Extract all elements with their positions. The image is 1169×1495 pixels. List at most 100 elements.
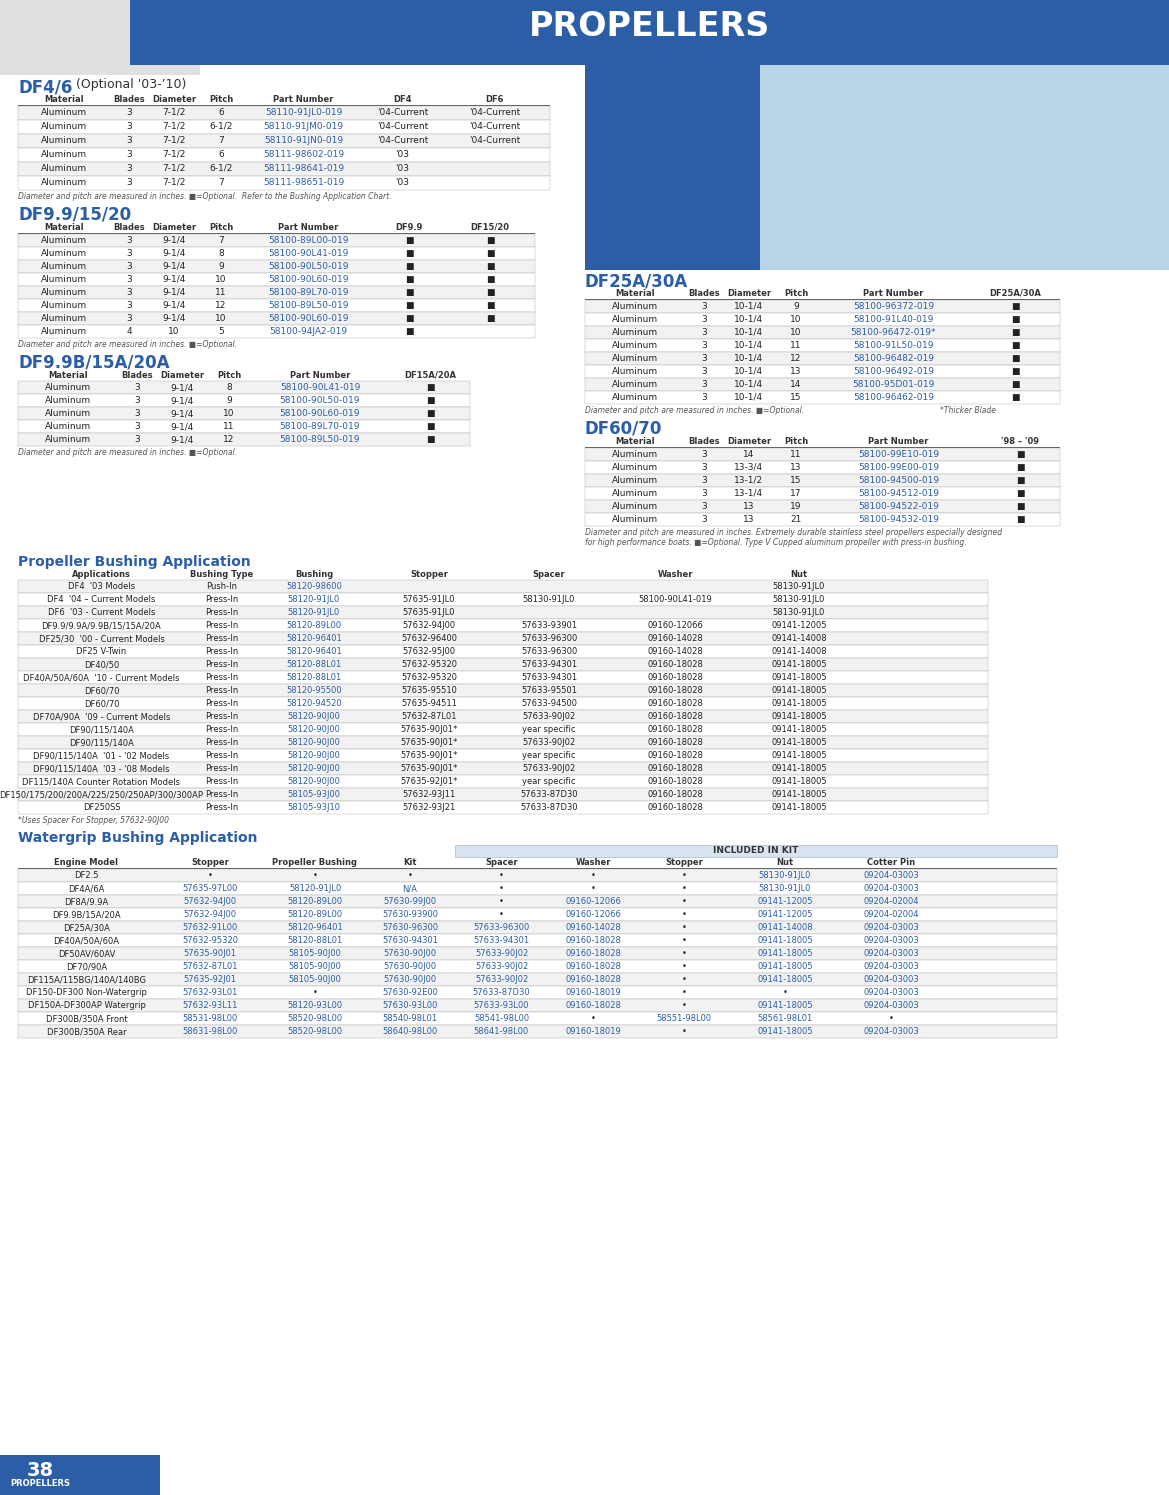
Text: '04-Current: '04-Current	[470, 108, 520, 117]
Text: 57633-96300: 57633-96300	[473, 924, 530, 933]
Bar	[18, 148, 549, 161]
Text: 38: 38	[27, 1461, 54, 1480]
Text: 10-1/4: 10-1/4	[734, 354, 763, 363]
Text: 58100-94500-019: 58100-94500-019	[858, 475, 939, 484]
Text: 57630-90J00: 57630-90J00	[383, 949, 436, 958]
Text: 58105-90J00: 58105-90J00	[289, 975, 341, 984]
Text: ■: ■	[486, 236, 494, 245]
Text: DF300B/350A Rear: DF300B/350A Rear	[47, 1027, 126, 1036]
Text: •: •	[682, 924, 686, 933]
Text: 10-1/4: 10-1/4	[734, 327, 763, 336]
Text: ■: ■	[426, 396, 434, 405]
Text: 57633-94500: 57633-94500	[521, 700, 577, 709]
Text: 58100-89L70-019: 58100-89L70-019	[268, 287, 348, 296]
Text: 09160-12066: 09160-12066	[648, 622, 703, 631]
Bar	[584, 312, 1060, 326]
Text: 3: 3	[701, 380, 707, 389]
Text: 09204-03003: 09204-03003	[863, 1002, 919, 1011]
Text: ■: ■	[1016, 475, 1024, 484]
Text: 11: 11	[790, 450, 802, 459]
Text: 7-1/2: 7-1/2	[162, 178, 186, 187]
Text: Aluminum: Aluminum	[611, 354, 658, 363]
Text: •: •	[208, 872, 213, 881]
Bar	[18, 788, 988, 801]
Text: 09160-18028: 09160-18028	[648, 791, 703, 800]
Text: ■: ■	[404, 326, 414, 335]
Text: 9-1/4: 9-1/4	[171, 423, 194, 432]
Text: 09141-12005: 09141-12005	[758, 897, 812, 906]
Bar	[584, 365, 1060, 378]
Text: 12: 12	[223, 435, 235, 444]
Text: 09141-14008: 09141-14008	[772, 647, 826, 656]
Text: Press-In: Press-In	[205, 777, 238, 786]
Text: 09141-18005: 09141-18005	[772, 803, 826, 812]
Text: 09204-03003: 09204-03003	[863, 872, 919, 881]
Text: ■: ■	[1011, 366, 1019, 375]
Bar	[584, 513, 1060, 526]
Text: Aluminum: Aluminum	[41, 262, 87, 271]
Text: 3: 3	[701, 393, 707, 402]
Text: •: •	[499, 897, 504, 906]
Text: 09160-18019: 09160-18019	[565, 988, 621, 997]
Text: 57632-91L00: 57632-91L00	[182, 924, 237, 933]
Text: 9-1/4: 9-1/4	[171, 396, 194, 405]
Text: 7-1/2: 7-1/2	[162, 136, 186, 145]
Text: 58120-91JL0: 58120-91JL0	[289, 884, 341, 893]
Text: 57633-90J02: 57633-90J02	[475, 949, 528, 958]
Text: 57632-87L01: 57632-87L01	[182, 963, 237, 972]
Text: 21: 21	[790, 514, 802, 523]
Text: Pitch: Pitch	[217, 371, 241, 380]
Text: year specific: year specific	[523, 752, 576, 761]
Text: 58631-98L00: 58631-98L00	[182, 1027, 237, 1036]
Text: 09204-03003: 09204-03003	[863, 884, 919, 893]
Text: 57633-87D30: 57633-87D30	[520, 803, 577, 812]
Text: DF25/30  '00 - Current Models: DF25/30 '00 - Current Models	[39, 634, 165, 643]
Text: Blades: Blades	[122, 371, 153, 380]
Text: 57633-94301: 57633-94301	[521, 661, 577, 670]
Bar	[18, 896, 1057, 907]
Bar	[18, 685, 988, 697]
Text: 3: 3	[126, 236, 132, 245]
Text: 09160-14028: 09160-14028	[565, 924, 621, 933]
Text: 09204-02004: 09204-02004	[863, 910, 919, 919]
Text: 3: 3	[126, 248, 132, 257]
Text: ■: ■	[404, 248, 414, 257]
Text: ■: ■	[1011, 354, 1019, 363]
Text: 13-1/2: 13-1/2	[734, 475, 763, 484]
Text: 58105-93J00: 58105-93J00	[288, 791, 340, 800]
Text: 09160-18019: 09160-18019	[565, 1027, 621, 1036]
Text: 58120-90J00: 58120-90J00	[288, 725, 340, 734]
Bar	[18, 580, 988, 594]
Text: DF4  '03 Models: DF4 '03 Models	[68, 583, 136, 592]
Text: 3: 3	[126, 121, 132, 130]
Bar	[18, 1012, 1057, 1026]
Text: DF4/6: DF4/6	[18, 78, 72, 96]
Text: Diameter: Diameter	[727, 437, 772, 446]
Text: 57633-87D30: 57633-87D30	[520, 791, 577, 800]
Text: Bushing Type: Bushing Type	[189, 570, 254, 579]
Text: 58520-98L00: 58520-98L00	[288, 1027, 343, 1036]
Text: 3: 3	[126, 314, 132, 323]
Text: 3: 3	[701, 489, 707, 498]
Text: 58120-88L01: 58120-88L01	[288, 936, 343, 945]
Text: 09141-18005: 09141-18005	[772, 791, 826, 800]
Text: 6-1/2: 6-1/2	[209, 164, 233, 173]
Bar	[18, 607, 988, 619]
Bar	[18, 646, 988, 658]
Text: 57633-93L00: 57633-93L00	[473, 1002, 530, 1011]
Text: year specific: year specific	[523, 725, 576, 734]
Text: 58100-96372-019: 58100-96372-019	[853, 302, 934, 311]
Text: 58100-96462-019: 58100-96462-019	[853, 393, 934, 402]
Text: 58130-91JL0: 58130-91JL0	[523, 595, 575, 604]
Text: 9: 9	[219, 262, 224, 271]
Bar	[18, 697, 988, 710]
Text: 58120-93L00: 58120-93L00	[288, 1002, 343, 1011]
Text: 10-1/4: 10-1/4	[734, 380, 763, 389]
Text: Material: Material	[44, 223, 84, 232]
Text: 9-1/4: 9-1/4	[162, 287, 186, 296]
Bar	[18, 934, 1057, 948]
Text: 13-3/4: 13-3/4	[734, 462, 763, 471]
Text: 4: 4	[126, 326, 132, 335]
Text: Aluminum: Aluminum	[41, 150, 87, 158]
Text: 57632-93J21: 57632-93J21	[402, 803, 456, 812]
